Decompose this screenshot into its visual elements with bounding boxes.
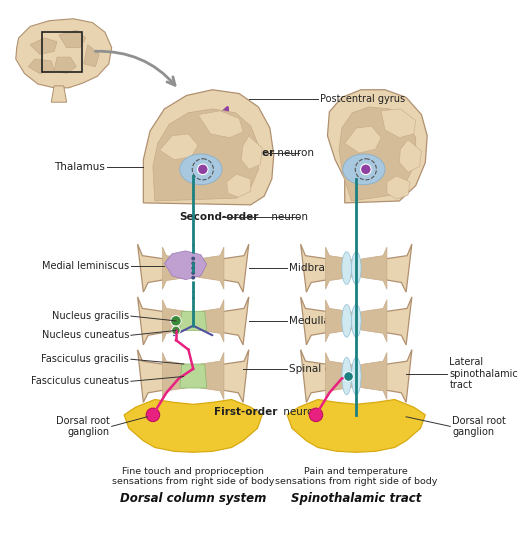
Text: Dorsal root
ganglion: Dorsal root ganglion (452, 416, 506, 437)
Text: Second-order: Second-order (179, 212, 258, 222)
Ellipse shape (342, 252, 351, 285)
Polygon shape (339, 107, 416, 201)
Polygon shape (28, 59, 54, 73)
Text: Fine touch and proprioception
sensations from right side of body: Fine touch and proprioception sensations… (112, 467, 275, 486)
Text: Spinothalamic tract: Spinothalamic tract (291, 492, 421, 505)
Text: Midbrain: Midbrain (289, 263, 334, 273)
Polygon shape (198, 111, 243, 138)
Ellipse shape (171, 315, 181, 326)
Polygon shape (51, 86, 67, 102)
Text: Medial leminiscus: Medial leminiscus (42, 261, 129, 271)
Polygon shape (325, 300, 387, 342)
Text: Fasciculus cuneatus: Fasciculus cuneatus (31, 376, 129, 386)
Polygon shape (16, 19, 112, 88)
Polygon shape (160, 134, 198, 160)
Ellipse shape (360, 164, 371, 175)
Polygon shape (241, 136, 262, 169)
Polygon shape (163, 300, 224, 342)
Polygon shape (180, 364, 207, 388)
Text: Medulla: Medulla (289, 316, 330, 326)
Polygon shape (180, 311, 207, 331)
Ellipse shape (180, 154, 222, 185)
Circle shape (191, 271, 195, 275)
Ellipse shape (342, 305, 351, 337)
Ellipse shape (172, 326, 180, 335)
Polygon shape (163, 247, 224, 289)
Text: Thalamus: Thalamus (54, 163, 105, 172)
Text: Third-order: Third-order (208, 148, 275, 158)
Polygon shape (387, 176, 410, 199)
Text: neuron: neuron (280, 407, 321, 417)
Polygon shape (138, 350, 249, 402)
Polygon shape (400, 140, 421, 172)
Text: Postcentral gyrus: Postcentral gyrus (320, 94, 405, 104)
Polygon shape (301, 244, 412, 292)
Polygon shape (54, 57, 76, 73)
Polygon shape (287, 399, 425, 452)
Ellipse shape (146, 408, 160, 422)
Ellipse shape (198, 164, 208, 175)
Text: Spinal cord: Spinal cord (289, 364, 348, 374)
Text: Dorsal root
ganglion: Dorsal root ganglion (56, 416, 110, 437)
Circle shape (191, 266, 195, 270)
Polygon shape (163, 352, 224, 399)
Polygon shape (344, 126, 381, 153)
Polygon shape (153, 109, 259, 201)
Bar (42, 32, 82, 73)
Ellipse shape (351, 305, 361, 337)
Circle shape (191, 256, 195, 261)
Polygon shape (124, 399, 262, 452)
Text: Lateral
spinothalamic
tract: Lateral spinothalamic tract (449, 357, 518, 390)
Polygon shape (84, 44, 99, 67)
Ellipse shape (351, 357, 361, 395)
Polygon shape (30, 38, 57, 54)
Circle shape (191, 276, 195, 280)
Text: Nucleus gracilis: Nucleus gracilis (52, 311, 129, 321)
Text: Nucleus cuneatus: Nucleus cuneatus (41, 330, 129, 340)
Polygon shape (138, 244, 249, 292)
Polygon shape (59, 30, 86, 48)
Polygon shape (227, 174, 251, 197)
Ellipse shape (343, 154, 385, 185)
Polygon shape (325, 352, 387, 399)
Text: neuron: neuron (274, 148, 314, 158)
Polygon shape (138, 297, 249, 345)
Polygon shape (301, 297, 412, 345)
Polygon shape (328, 90, 427, 203)
Polygon shape (381, 109, 416, 138)
Circle shape (191, 261, 195, 265)
Ellipse shape (351, 252, 361, 285)
Polygon shape (325, 247, 387, 289)
Text: Dorsal column system: Dorsal column system (120, 492, 267, 505)
Text: neuron: neuron (268, 212, 308, 222)
Polygon shape (301, 350, 412, 402)
Text: Pain and temperature
sensations from right side of body: Pain and temperature sensations from rig… (275, 467, 437, 486)
Polygon shape (143, 90, 274, 205)
Ellipse shape (309, 408, 323, 422)
Text: Fasciculus gracilis: Fasciculus gracilis (41, 354, 129, 364)
Polygon shape (164, 251, 207, 280)
Text: First-order: First-order (214, 407, 278, 417)
Ellipse shape (344, 372, 354, 381)
Ellipse shape (342, 357, 351, 395)
